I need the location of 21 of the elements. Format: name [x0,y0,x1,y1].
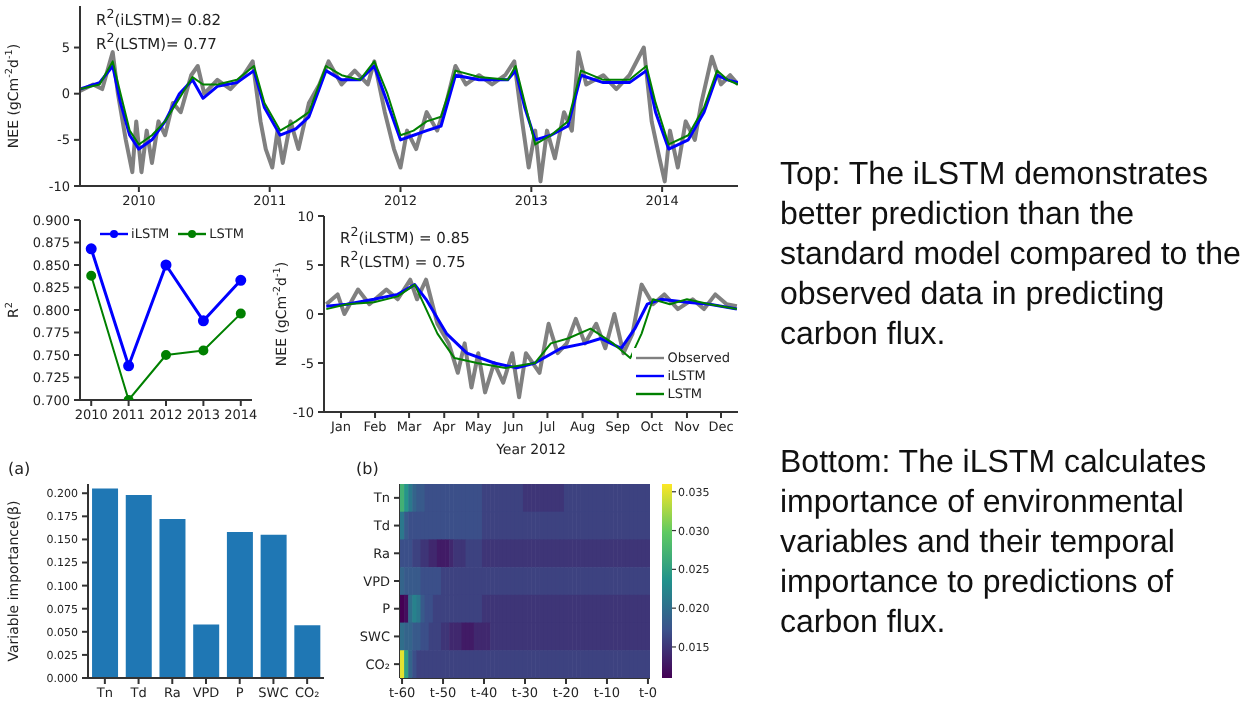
bar [260,534,287,678]
line-series [324,277,738,400]
text: (a) [8,460,31,478]
bar [92,488,119,678]
point [235,274,247,286]
point [160,259,172,271]
point [198,345,209,356]
point [85,243,97,255]
text: Top: The iLSTM demonstrates better prediction than the standard model compared to the observed data in predicting carbon flux. [780,156,1243,356]
bar [125,495,152,678]
bar [193,624,220,678]
point [235,308,246,319]
bar [159,519,186,678]
text: (b) [356,460,379,478]
point [123,360,135,372]
point [197,315,209,327]
point [161,350,171,360]
bar [294,625,321,678]
text: Bottom: The iLSTM calculates importance of environmental variables and their temporal importance to predictions of carbon flux. [780,444,1209,644]
bar [226,532,253,678]
point [86,270,97,281]
